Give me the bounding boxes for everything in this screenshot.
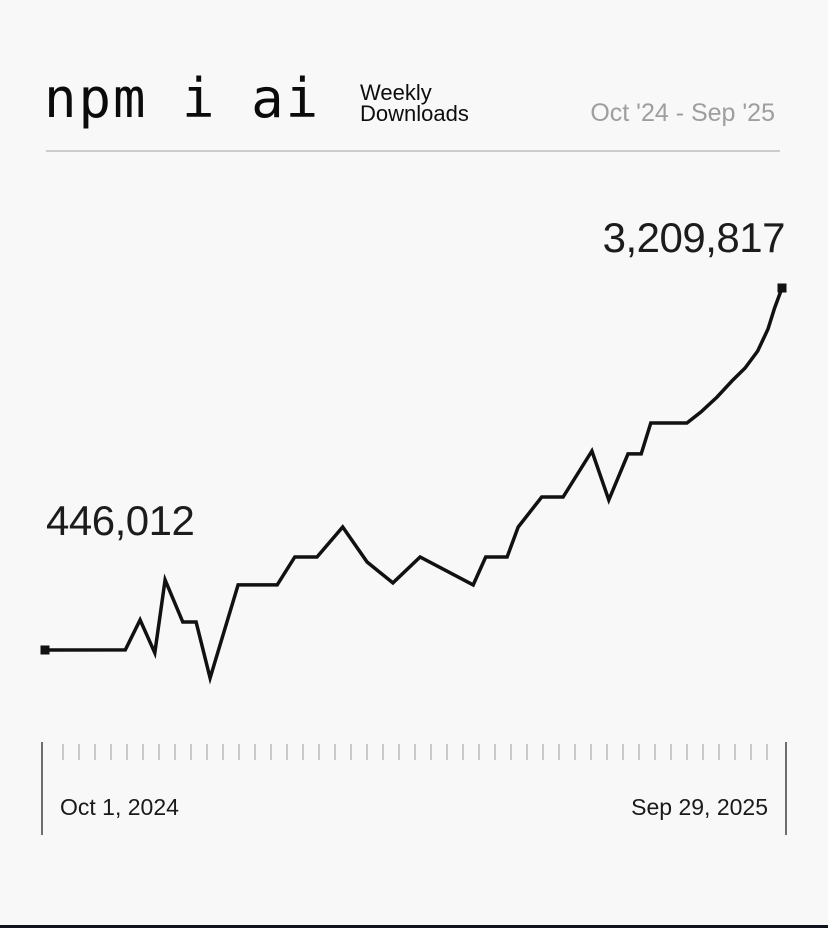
axis-tick [445, 744, 448, 760]
axis-tick [301, 744, 304, 760]
axis-tick [429, 744, 432, 760]
axis-tick [381, 744, 384, 760]
axis-tick [61, 744, 64, 760]
axis-start-date-label: Oct 1, 2024 [60, 794, 179, 820]
axis-tick [701, 744, 704, 760]
axis-tick [349, 744, 352, 760]
axis-tick [493, 744, 496, 760]
axis-tick [605, 744, 608, 760]
axis-tick [573, 744, 576, 760]
series-end-marker [777, 283, 787, 293]
axis-tick [237, 744, 240, 760]
axis-tick [157, 744, 160, 760]
axis-tick [717, 744, 720, 760]
axis-end-date-label: Sep 29, 2025 [631, 794, 768, 820]
axis-tick [637, 744, 640, 760]
axis-tick [749, 744, 752, 760]
axis-tick [685, 744, 688, 760]
axis-tick [93, 744, 96, 760]
page-title: npm i ai [44, 67, 321, 130]
axis-tick [141, 744, 144, 760]
axis-tick [365, 744, 368, 760]
axis-tick [765, 744, 768, 760]
axis-left-cap [41, 742, 43, 835]
axis-right-cap [785, 742, 787, 835]
end-value-label: 3,209,817 [602, 214, 786, 261]
axis-tick [413, 744, 416, 760]
axis-tick [221, 744, 224, 760]
axis-tick [461, 744, 464, 760]
series-start-marker [40, 645, 50, 655]
weekly-downloads-label: Weekly Downloads [360, 80, 469, 126]
axis-tick [509, 744, 512, 760]
downloads-line [44, 287, 784, 685]
axis-tick [173, 744, 176, 760]
axis-tick [653, 744, 656, 760]
axis-tick [285, 744, 288, 760]
axis-tick [525, 744, 528, 760]
axis-tick [541, 744, 544, 760]
axis-tick [125, 744, 128, 760]
axis-tick [317, 744, 320, 760]
axis-tick [253, 744, 256, 760]
axis-tick [189, 744, 192, 760]
axis-tick [589, 744, 592, 760]
axis-tick [333, 744, 336, 760]
axis-tick [397, 744, 400, 760]
header-divider [46, 150, 780, 152]
axis-tick [733, 744, 736, 760]
axis-tick [477, 744, 480, 760]
axis-tick [205, 744, 208, 760]
axis-tick-row [0, 744, 828, 760]
date-range-label: Oct '24 - Sep '25 [590, 99, 775, 127]
axis-tick [621, 744, 624, 760]
bottom-edge-strip [0, 925, 828, 928]
start-value-label: 446,012 [46, 497, 195, 544]
axis-tick [109, 744, 112, 760]
axis-tick [557, 744, 560, 760]
axis-tick [269, 744, 272, 760]
axis-tick [669, 744, 672, 760]
axis-tick [77, 744, 80, 760]
